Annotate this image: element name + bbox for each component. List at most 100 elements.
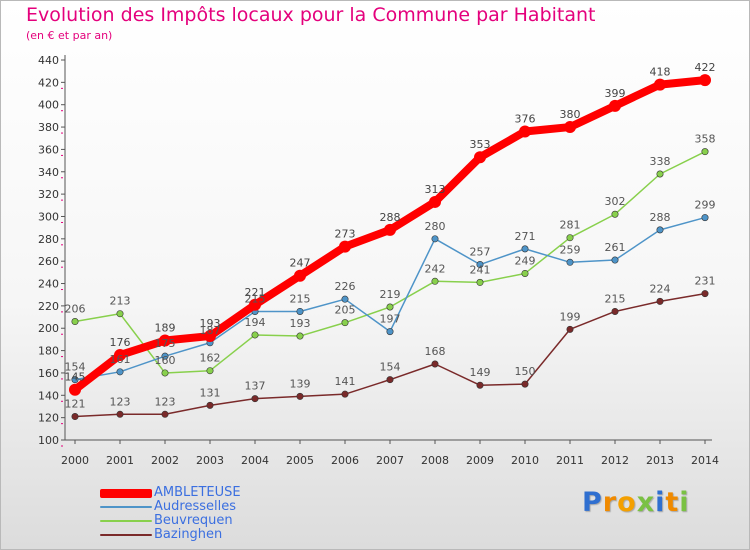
- logo-letter: t: [665, 487, 680, 518]
- data-point-ambleteuse: [204, 330, 216, 343]
- data-label-audresselles: 299: [695, 199, 716, 212]
- legend-label-bazinghen: Bazinghen: [154, 527, 223, 542]
- data-label-beuvrequen: 338: [650, 155, 671, 168]
- legend-swatch-beuvrequen: [100, 520, 152, 522]
- data-label-ambleteuse: 193: [200, 317, 221, 330]
- data-point-audresselles: [566, 258, 574, 266]
- data-label-bazinghen: 168: [425, 345, 446, 358]
- data-label-beuvrequen: 162: [200, 352, 221, 365]
- data-label-beuvrequen: 219: [380, 288, 401, 301]
- data-label-audresselles: 271: [515, 230, 536, 243]
- data-label-beuvrequen: 206: [65, 303, 86, 316]
- data-point-audresselles: [701, 214, 709, 222]
- y-tick-label: 180: [38, 345, 59, 358]
- data-label-ambleteuse: 176: [110, 336, 131, 349]
- y-tick-label: 320: [38, 188, 59, 201]
- data-point-ambleteuse: [69, 383, 81, 396]
- data-point-beuvrequen: [341, 319, 349, 327]
- data-point-beuvrequen: [116, 310, 124, 318]
- data-point-beuvrequen: [206, 367, 214, 375]
- data-label-ambleteuse: 221: [245, 286, 266, 299]
- data-label-bazinghen: 123: [155, 395, 176, 408]
- legend-label-audresselles: Audresselles: [154, 499, 236, 514]
- x-tick-label: 2003: [196, 454, 224, 467]
- data-point-ambleteuse: [384, 223, 396, 236]
- data-label-beuvrequen: 241: [470, 263, 491, 276]
- data-point-beuvrequen: [71, 318, 79, 326]
- logo-letter: x: [636, 487, 656, 518]
- data-label-bazinghen: 121: [65, 398, 86, 411]
- data-point-ambleteuse: [429, 195, 441, 208]
- chart-title: Evolution des Impôts locaux pour la Comm…: [26, 4, 596, 26]
- data-label-audresselles: 259: [560, 243, 581, 256]
- data-point-beuvrequen: [161, 369, 169, 377]
- data-label-audresselles: 280: [425, 220, 446, 233]
- data-point-bazinghen: [566, 325, 574, 333]
- data-label-bazinghen: 139: [290, 377, 311, 390]
- y-tick-label: 380: [38, 121, 59, 134]
- data-point-beuvrequen: [566, 234, 574, 242]
- y-tick-label: 300: [38, 210, 59, 223]
- data-point-bazinghen: [701, 290, 709, 298]
- y-tick-label: 140: [38, 389, 59, 402]
- data-point-beuvrequen: [296, 332, 304, 340]
- y-tick-label: 360: [38, 143, 59, 156]
- x-tick-label: 2013: [646, 454, 674, 467]
- y-tick-label: 120: [38, 412, 59, 425]
- data-label-audresselles: 161: [110, 353, 131, 366]
- data-point-ambleteuse: [294, 269, 306, 282]
- x-tick-label: 2005: [286, 454, 314, 467]
- y-tick-label: 440: [38, 54, 59, 67]
- data-label-ambleteuse: 273: [335, 228, 356, 241]
- data-point-audresselles: [296, 307, 304, 315]
- legend-label-ambleteuse: AMBLETEUSE: [154, 485, 241, 500]
- data-label-ambleteuse: 288: [380, 211, 401, 224]
- y-tick-label: 100: [38, 434, 59, 447]
- data-point-bazinghen: [116, 410, 124, 418]
- data-point-ambleteuse: [249, 298, 261, 311]
- data-point-beuvrequen: [521, 269, 529, 277]
- data-point-bazinghen: [71, 413, 79, 421]
- data-point-ambleteuse: [699, 74, 711, 87]
- x-tick-label: 2014: [691, 454, 719, 467]
- data-point-ambleteuse: [609, 99, 621, 112]
- data-point-audresselles: [656, 226, 664, 234]
- y-tick-label: 260: [38, 255, 59, 268]
- data-point-audresselles: [71, 376, 79, 384]
- data-point-bazinghen: [251, 395, 259, 403]
- data-label-bazinghen: 137: [245, 380, 266, 393]
- chart-subtitle: (en € et par an): [26, 29, 113, 42]
- y-tick-label: 240: [38, 278, 59, 291]
- x-tick-label: 2010: [511, 454, 539, 467]
- x-tick-label: 2007: [376, 454, 404, 467]
- data-point-ambleteuse: [564, 121, 576, 134]
- data-label-audresselles: 197: [380, 313, 401, 326]
- data-label-bazinghen: 150: [515, 365, 536, 378]
- x-tick-label: 2006: [331, 454, 359, 467]
- data-point-bazinghen: [386, 376, 394, 384]
- data-point-audresselles: [161, 352, 169, 360]
- data-point-bazinghen: [656, 297, 664, 305]
- data-label-audresselles: 175: [155, 337, 176, 350]
- data-label-audresselles: 154: [65, 361, 86, 374]
- legend-swatch-ambleteuse: [100, 488, 152, 498]
- data-label-ambleteuse: 380: [560, 108, 581, 121]
- data-point-ambleteuse: [519, 125, 531, 138]
- data-point-audresselles: [386, 328, 394, 336]
- data-label-beuvrequen: 242: [425, 262, 446, 275]
- data-point-ambleteuse: [114, 349, 126, 362]
- data-point-ambleteuse: [654, 78, 666, 91]
- data-label-audresselles: 187: [200, 324, 221, 337]
- data-point-beuvrequen: [611, 210, 619, 218]
- data-label-bazinghen: 123: [110, 395, 131, 408]
- data-point-audresselles: [116, 368, 124, 376]
- x-tick-label: 2001: [106, 454, 134, 467]
- data-point-bazinghen: [521, 380, 529, 388]
- data-label-bazinghen: 231: [695, 275, 716, 288]
- data-label-beuvrequen: 281: [560, 219, 581, 232]
- data-label-beuvrequen: 193: [290, 317, 311, 330]
- y-tick-label: 160: [38, 367, 59, 380]
- x-tick-label: 2008: [421, 454, 449, 467]
